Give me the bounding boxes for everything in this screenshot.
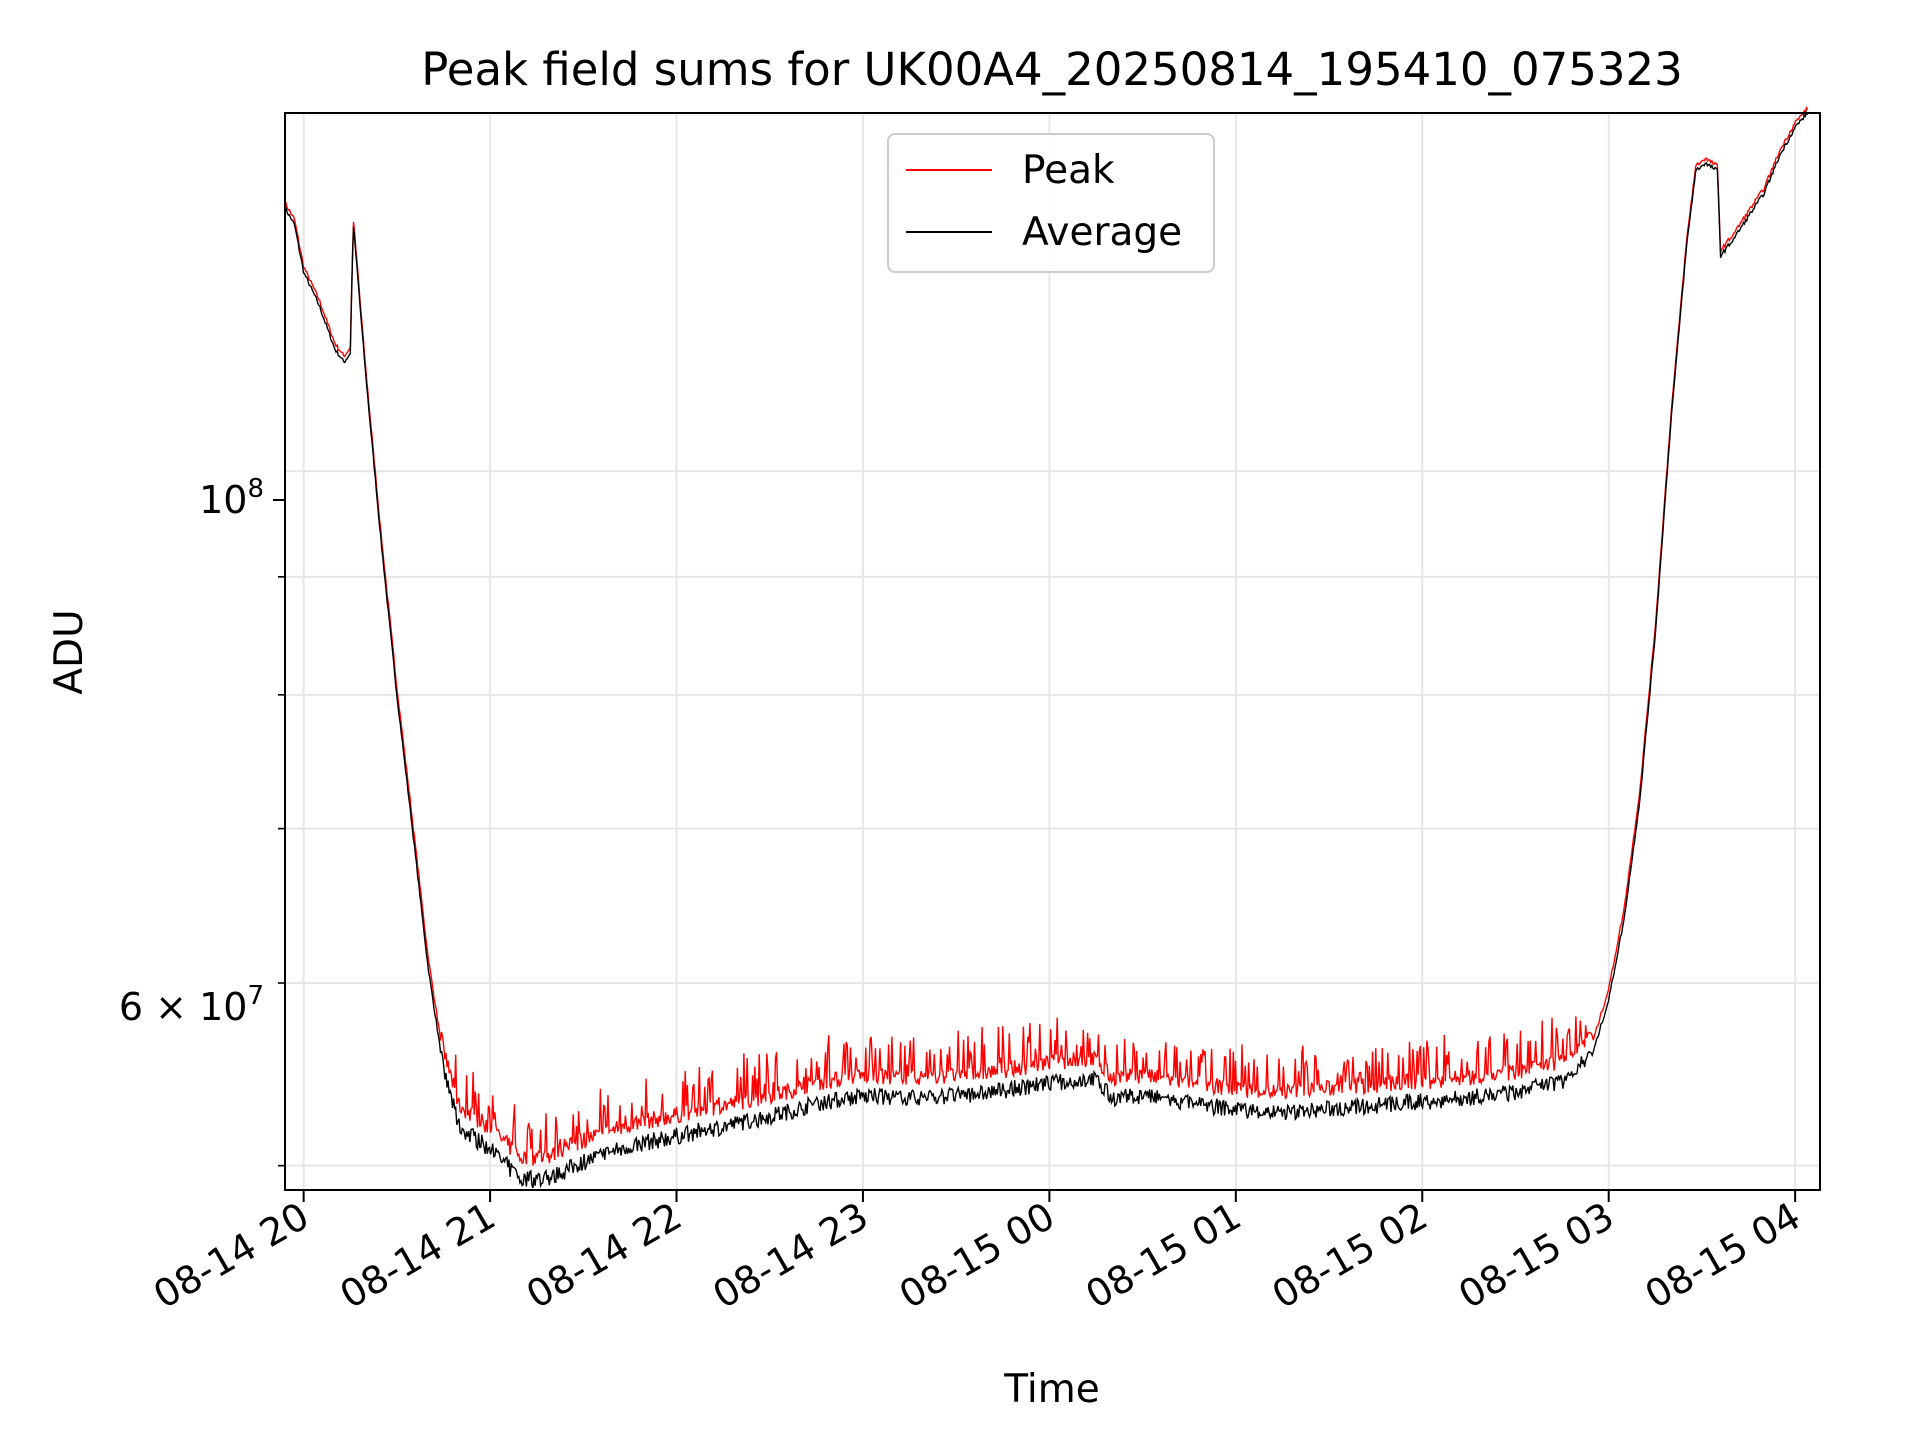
legend-label-average: Average (1022, 210, 1182, 255)
y-axis-label: ADU (47, 609, 92, 694)
grid (285, 113, 1820, 1190)
y-tick-label-6e7: 6 × 107 (119, 981, 264, 1029)
legend-box (887, 133, 1215, 273)
peak-series (284, 105, 1809, 1166)
average-series (284, 110, 1809, 1189)
peak-line (284, 105, 1809, 1166)
chart-title: Peak field sums for UK00A4_20250814_1954… (421, 43, 1683, 96)
legend: Peak Average (887, 133, 1215, 273)
y-tick-label-1e8: 108 (199, 474, 264, 522)
x-axis-label: Time (1003, 1367, 1099, 1412)
average-line (284, 110, 1809, 1189)
y-minor-ticks (278, 576, 285, 1167)
legend-label-peak: Peak (1022, 148, 1115, 193)
plot-frame (284, 112, 1821, 1191)
